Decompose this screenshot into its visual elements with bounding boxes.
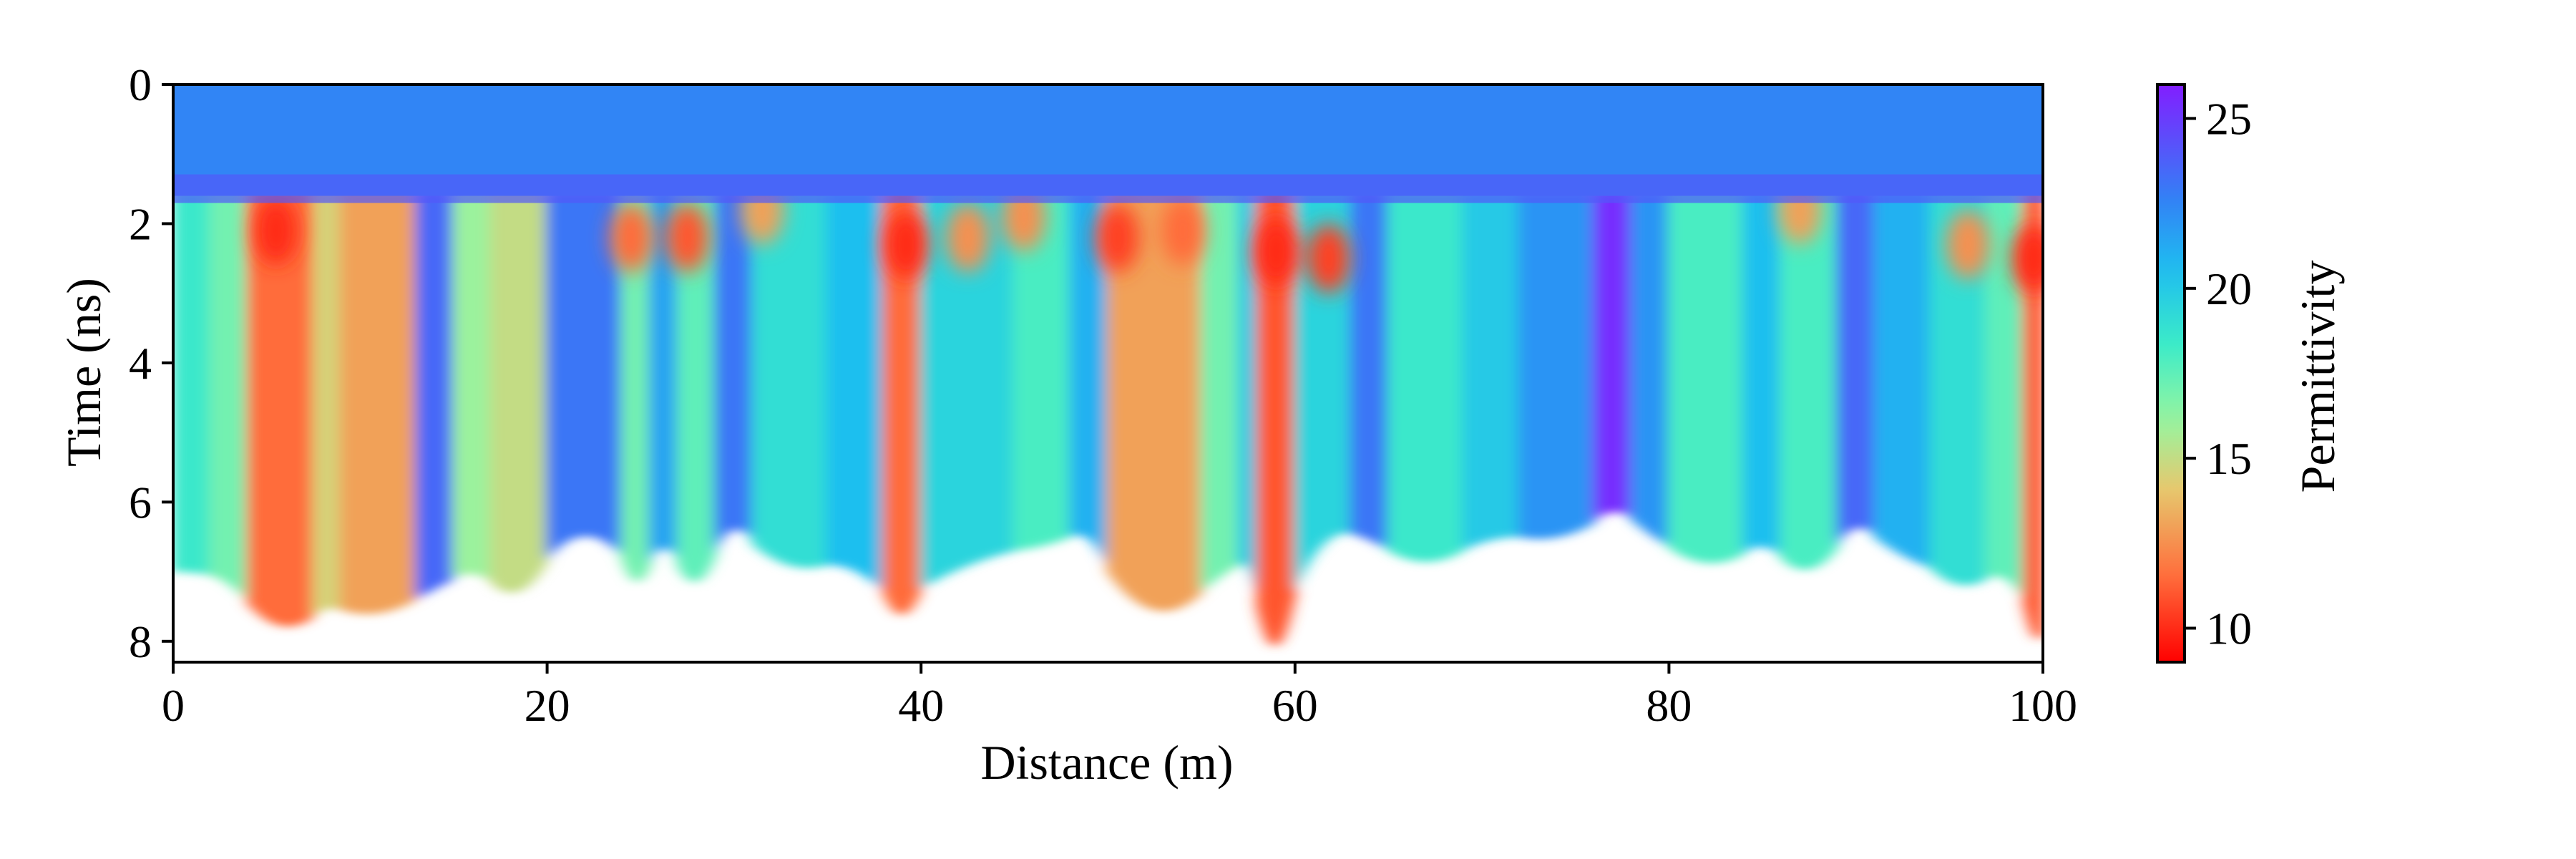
permittivity-column [452,188,493,583]
permittivity-column [340,188,418,614]
colorbar-label: Permittivity [2290,261,2345,493]
permittivity-column [1106,188,1204,611]
permittivity-anomaly [946,203,990,272]
permittivity-column [1518,188,1596,540]
permittivity-anomaly [610,203,653,272]
permittivity-column [1200,188,1241,593]
y-tick-label: 0 [129,59,152,110]
permittivity-column [1592,188,1634,523]
permittivity-column [1293,188,1353,593]
permittivity-column [826,188,885,593]
y-axis: 0 2 4 6 8 [129,59,173,667]
permittivity-column [1835,188,1876,548]
permittivity-column [1237,188,1259,607]
permittivity-anomaly [254,196,298,266]
permittivity-anomaly [1946,210,1990,279]
permittivity-column [1013,188,1073,551]
permittivity-column [713,188,755,555]
x-tick-label: 20 [525,680,570,731]
permittivity-column [1630,188,1671,548]
permittivity-column [1780,188,1839,571]
x-axis-label: Distance (m) [980,735,1233,790]
y-tick-label: 4 [129,338,152,389]
colorbar-tick-label: 15 [2206,433,2252,484]
permittivity-anomaly [1307,224,1350,293]
permittivity-column [1069,188,1110,572]
permittivity-column [209,188,250,603]
permittivity-column [545,188,624,562]
permittivity-column [882,188,923,616]
y-axis-label: Time (ns) [57,278,111,467]
permittivity-anomaly [665,203,709,272]
permittivity-column [1667,188,1745,563]
permittivity-column [751,188,829,568]
permittivity-anomaly [1254,217,1298,286]
permittivity-column [2022,188,2043,640]
y-tick-label: 2 [129,198,152,249]
permittivity-anomalies [254,175,2043,293]
permittivity-column [1929,188,1989,586]
permittivity-column [620,188,652,582]
colorbar-ticks: 10 15 20 25 [2185,93,2252,654]
x-tick-label: 100 [2009,680,2077,731]
heatmap-layer [173,84,2043,647]
colorbar-tick-label: 25 [2206,93,2252,144]
permittivity-column [648,188,680,565]
permittivity-column [1387,188,1465,562]
colorbar-scale [2157,84,2185,662]
permittivity-column [173,188,213,576]
x-tick-label: 80 [1646,680,1692,731]
x-tick-label: 0 [162,680,185,731]
permittivity-column [676,188,717,583]
colorbar-frame [2156,83,2186,664]
permittivity-anomaly [1161,196,1205,266]
permittivity-column [1873,188,1933,568]
x-axis: 0 20 40 60 80 100 [162,662,2077,731]
permittivity-column [1461,188,1521,551]
colorbar-tick-label: 20 [2206,263,2252,314]
y-tick-label: 8 [129,616,152,667]
permittivity-columns [173,188,2043,647]
permittivity-column [919,188,1016,589]
x-tick-label: 40 [898,680,944,731]
surface-layer-interface [173,174,2043,203]
y-tick-label: 6 [129,477,152,528]
colorbar: 10 15 20 25 Permittivity [2156,83,2345,664]
permittivity-column [489,188,549,593]
permittivity-column [1350,188,1390,551]
x-tick-label: 60 [1272,680,1318,731]
colorbar-tick-label: 10 [2206,603,2252,654]
permittivity-anomaly [2011,224,2043,293]
permittivity-anomaly [884,210,928,279]
permittivity-anomaly [1096,203,1139,272]
permittivity-column [246,188,315,627]
surface-layer [173,84,2043,203]
permittivity-column [1256,188,1297,647]
plot-frame [172,83,2044,664]
permittivity-column [414,188,455,600]
permittivity-column [311,188,343,617]
permittivity-column [1985,188,2026,603]
permittivity-column [1742,188,1783,558]
